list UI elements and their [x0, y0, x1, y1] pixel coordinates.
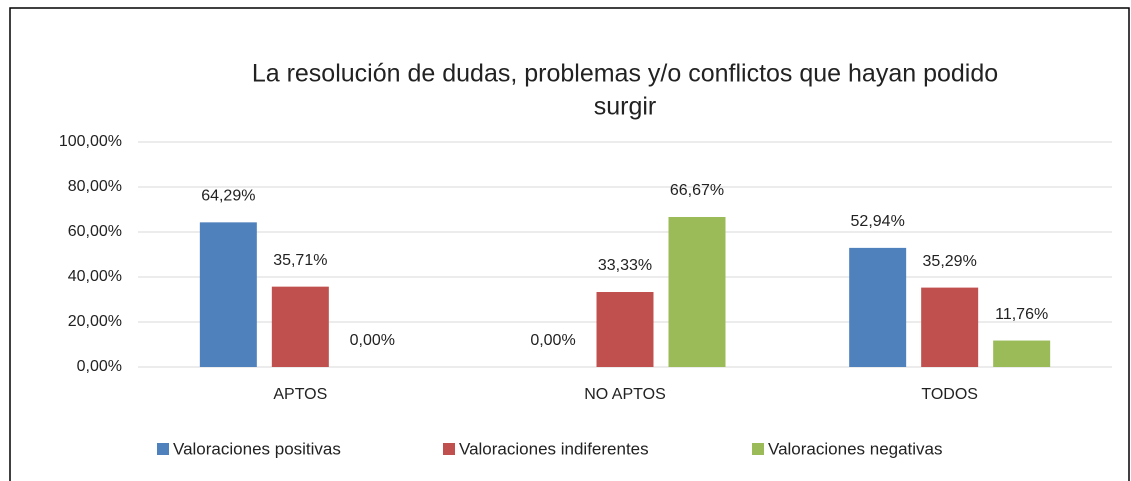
- bar: [199, 222, 257, 367]
- y-tick-label: 20,00%: [68, 313, 122, 330]
- bar: [849, 247, 907, 367]
- bar: [596, 292, 654, 367]
- value-label: 0,00%: [530, 332, 575, 349]
- value-label: 52,94%: [851, 213, 905, 230]
- bar: [921, 287, 979, 367]
- value-label: 35,29%: [923, 253, 977, 270]
- value-label: 64,29%: [201, 188, 255, 205]
- value-label: 35,71%: [273, 252, 327, 269]
- chart-title: surgir: [594, 93, 657, 121]
- legend-swatch: [752, 443, 764, 455]
- chart-title: La resolución de dudas, problemas y/o co…: [252, 60, 998, 88]
- y-tick-label: 40,00%: [68, 268, 122, 285]
- x-tick-label: APTOS: [273, 386, 327, 403]
- bar: [668, 216, 726, 367]
- value-label: 33,33%: [598, 257, 652, 274]
- value-label: 0,00%: [350, 332, 395, 349]
- frame: [9, 7, 1130, 481]
- x-tick-label: TODOS: [921, 386, 978, 403]
- legend-label: Valoraciones indiferentes: [459, 439, 649, 458]
- y-tick-label: 0,00%: [77, 358, 122, 375]
- value-label: 11,76%: [995, 306, 1048, 323]
- bar: [993, 340, 1051, 367]
- legend-swatch: [443, 443, 455, 455]
- y-tick-label: 60,00%: [68, 223, 122, 240]
- y-tick-label: 100,00%: [59, 133, 122, 150]
- value-label: 66,67%: [670, 182, 724, 199]
- bar: [271, 286, 329, 367]
- x-tick-label: NO APTOS: [584, 386, 666, 403]
- y-tick-label: 80,00%: [68, 178, 122, 195]
- legend-label: Valoraciones negativas: [768, 439, 943, 458]
- legend-label: Valoraciones positivas: [173, 439, 341, 458]
- legend-swatch: [157, 443, 169, 455]
